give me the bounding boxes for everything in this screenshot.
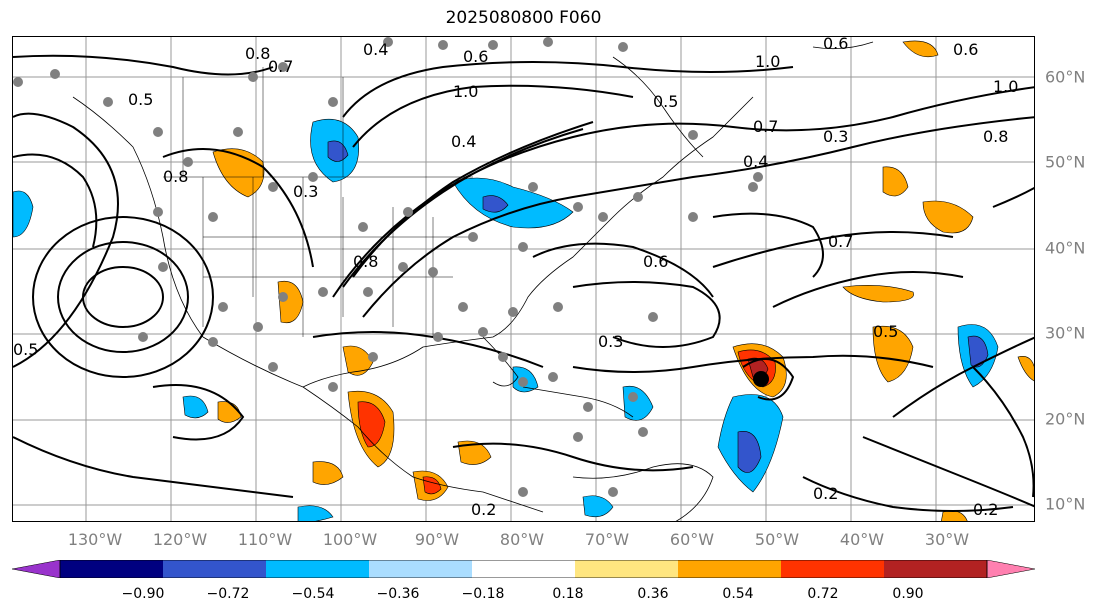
contour-label: 0.2 [471,500,496,519]
contour-label: 0.4 [363,40,388,59]
lat-label: 20°N [1045,409,1086,429]
contour-label: 0.4 [451,132,476,151]
contour-label: 0.6 [823,37,848,53]
lon-label: 100°W [322,530,378,549]
contour-label: 1.0 [755,52,780,71]
colorbar-outline [59,560,988,578]
colorbar [12,560,1035,578]
contour-label: 0.6 [643,252,668,271]
contour-label: 1.0 [993,77,1018,96]
contour-label: 0.5 [13,340,38,359]
contour-label: 0.5 [128,90,153,109]
colorbar-segment [781,560,885,578]
colorbar-tick: 0.54 [722,586,754,602]
colorbar-tick: 0.18 [552,586,584,602]
contour-label: 0.2 [973,500,998,519]
map-title: 2025080800 F060 [445,8,602,28]
lon-label: 60°W [669,530,715,549]
colorbar-segment [60,560,164,578]
contour-label: 0.5 [873,322,898,341]
contour-label: 0.6 [463,47,488,66]
contour-label: 0.3 [598,332,623,351]
colorbar-tick: −0.72 [206,586,250,602]
colorbar-tick: −0.90 [121,586,165,602]
colorbar-segment [472,560,576,578]
contour-label: 0.7 [753,117,778,136]
colorbar-extend-low [12,560,61,578]
colorbar-tick: −0.18 [461,586,505,602]
contour-label: 0.4 [743,152,768,171]
contour-label: 0.7 [268,57,293,76]
contour-label: 1.0 [453,82,478,101]
contours [13,54,1034,512]
lat-label: 60°N [1045,67,1086,87]
lon-label: 30°W [924,530,970,549]
station-markers [13,37,763,497]
lon-label: 70°W [584,530,630,549]
colorbar-segment [575,560,679,578]
colorbar-tick: −0.54 [291,586,335,602]
colorbar-tick: 0.72 [807,586,839,602]
colorbar-tick: 0.90 [892,586,924,602]
contour-label: 0.3 [293,182,318,201]
lon-label: 50°W [754,530,800,549]
contour-label: 0.8 [245,44,270,63]
colorbar-tick: 0.36 [637,586,669,602]
colorbar-segment [163,560,267,578]
lat-label: 40°N [1045,238,1086,258]
contour-label: 0.8 [983,127,1008,146]
colorbar-segment [369,560,473,578]
colorbar-segment [266,560,370,578]
coastlines [72,41,874,521]
contour-label-layer: 0.8 0.4 0.7 0.5 0.6 1.0 0.4 0.3 0.8 0.6 … [13,37,1018,519]
lat-label: 30°N [1045,323,1086,343]
colorbar-segment [678,560,782,578]
lat-label: 10°N [1045,494,1086,514]
lon-label: 130°W [67,530,123,549]
colorbar-extend-high [986,560,1035,578]
storm-center-marker [753,371,769,387]
contour-label: 0.5 [653,92,678,111]
contour-label: 0.7 [828,232,853,251]
lon-label: 120°W [152,530,208,549]
lon-label: 90°W [414,530,460,549]
map-canvas: 0.8 0.4 0.7 0.5 0.6 1.0 0.4 0.3 0.8 0.6 … [13,37,1034,521]
graticule [13,37,1034,521]
colorbar-tick: −0.36 [376,586,420,602]
lon-label: 110°W [237,530,293,549]
contour-label: 0.3 [823,127,848,146]
contour-label: 0.8 [353,252,378,271]
map-panel: 0.8 0.4 0.7 0.5 0.6 1.0 0.4 0.3 0.8 0.6 … [12,36,1035,522]
contour-label: 0.6 [953,40,978,59]
lon-label: 80°W [499,530,545,549]
colorbar-segment [884,560,988,578]
colorbar-segments [12,560,1035,578]
shading-layer [13,40,1034,521]
contour-label: 0.2 [813,484,838,503]
lat-label: 50°N [1045,152,1086,172]
contour-label: 0.8 [163,167,188,186]
lon-label: 40°W [839,530,885,549]
